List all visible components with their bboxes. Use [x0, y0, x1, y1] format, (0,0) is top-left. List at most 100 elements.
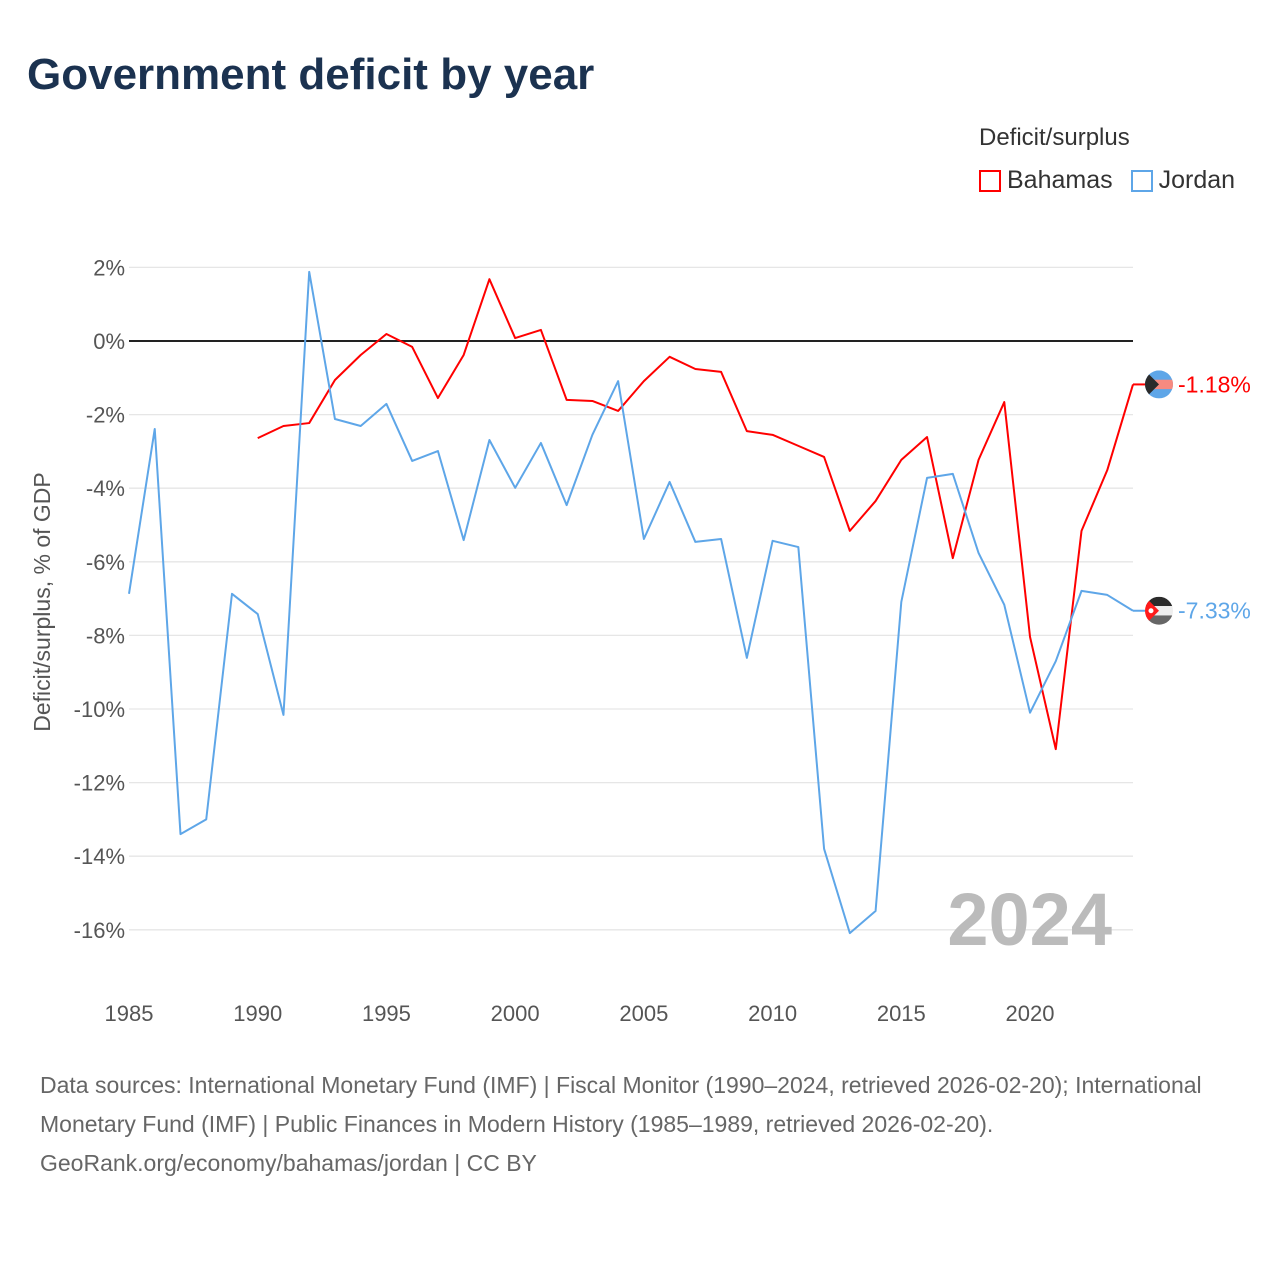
data-point[interactable] — [1079, 588, 1085, 594]
data-point[interactable] — [692, 539, 698, 545]
data-point[interactable] — [847, 528, 853, 534]
flag-jordan-icon — [1145, 596, 1173, 625]
data-point[interactable] — [358, 423, 364, 429]
data-point[interactable] — [950, 471, 956, 477]
data-point[interactable] — [898, 457, 904, 463]
series-line-jordan — [128, 270, 1134, 935]
data-point[interactable] — [1053, 658, 1059, 664]
data-point[interactable] — [409, 344, 415, 350]
data-point[interactable] — [718, 536, 724, 542]
data-point[interactable] — [1104, 467, 1110, 473]
x-tick-label: 1995 — [362, 1001, 411, 1026]
data-point[interactable] — [1079, 528, 1085, 534]
data-point[interactable] — [538, 440, 544, 446]
data-point[interactable] — [152, 426, 158, 432]
data-point[interactable] — [126, 591, 132, 597]
data-point[interactable] — [718, 369, 724, 375]
flag-body — [1145, 596, 1173, 625]
data-point[interactable] — [512, 485, 518, 491]
flag-star — [1148, 608, 1154, 614]
data-point[interactable] — [203, 816, 209, 822]
legend-item-jordan[interactable]: Jordan — [1130, 166, 1236, 195]
y-tick-label: -6% — [86, 550, 125, 575]
data-point[interactable] — [280, 712, 286, 718]
data-point[interactable] — [409, 458, 415, 464]
data-point[interactable] — [615, 378, 621, 384]
data-point[interactable] — [873, 908, 879, 914]
data-point[interactable] — [486, 276, 492, 282]
data-point[interactable] — [795, 443, 801, 449]
x-tick-label: 2005 — [619, 1001, 668, 1026]
y-tick-label: -4% — [86, 476, 125, 501]
chart-title: Government deficit by year — [27, 50, 595, 99]
data-point[interactable] — [461, 352, 467, 358]
data-point[interactable] — [821, 454, 827, 460]
data-point[interactable] — [847, 930, 853, 936]
data-point[interactable] — [383, 401, 389, 407]
data-point[interactable] — [280, 423, 286, 429]
data-point[interactable] — [358, 352, 364, 358]
data-point[interactable] — [976, 457, 982, 463]
data-point[interactable] — [1027, 710, 1033, 716]
data-point[interactable] — [770, 432, 776, 438]
data-point[interactable] — [744, 655, 750, 661]
data-point[interactable] — [795, 544, 801, 550]
data-point[interactable] — [950, 555, 956, 561]
flag-body — [1145, 370, 1173, 399]
data-point[interactable] — [486, 437, 492, 443]
data-point[interactable] — [589, 398, 595, 404]
data-point[interactable] — [615, 408, 621, 414]
data-point[interactable] — [564, 397, 570, 403]
data-point[interactable] — [538, 327, 544, 333]
data-point[interactable] — [770, 538, 776, 544]
data-point[interactable] — [873, 498, 879, 504]
data-point[interactable] — [667, 354, 673, 360]
data-point[interactable] — [589, 432, 595, 438]
data-point[interactable] — [177, 831, 183, 837]
y-tick-label: -16% — [74, 918, 125, 943]
flag-triangle — [1145, 370, 1159, 399]
y-tick-label: 2% — [93, 255, 125, 280]
y-tick-label: -8% — [86, 623, 125, 648]
data-point[interactable] — [1027, 634, 1033, 640]
x-tick-label: 2000 — [491, 1001, 540, 1026]
data-point[interactable] — [512, 335, 518, 341]
data-point[interactable] — [255, 611, 261, 617]
x-tick-label: 2020 — [1006, 1001, 1055, 1026]
data-point[interactable] — [641, 378, 647, 384]
data-point[interactable] — [255, 435, 261, 441]
data-point[interactable] — [1053, 746, 1059, 752]
x-tick-label: 2010 — [748, 1001, 797, 1026]
data-point[interactable] — [641, 536, 647, 542]
legend-label-jordan: Jordan — [1158, 166, 1236, 194]
data-point[interactable] — [667, 479, 673, 485]
legend-swatch-jordan — [1130, 169, 1153, 192]
data-point[interactable] — [898, 599, 904, 605]
data-point[interactable] — [744, 428, 750, 434]
data-point[interactable] — [332, 416, 338, 422]
flag-stripe — [1145, 596, 1173, 607]
year-watermark: 2024 — [947, 878, 1112, 961]
data-point[interactable] — [461, 537, 467, 543]
data-point[interactable] — [564, 502, 570, 508]
data-point[interactable] — [976, 550, 982, 556]
data-point[interactable] — [229, 591, 235, 597]
data-point[interactable] — [1104, 592, 1110, 598]
data-point[interactable] — [306, 269, 312, 275]
credit-link[interactable]: GeoRank.org/economy/bahamas/jordan | CC … — [40, 1150, 537, 1176]
data-point[interactable] — [435, 448, 441, 454]
legend: Bahamas Jordan — [979, 166, 1235, 195]
data-point[interactable] — [332, 377, 338, 383]
legend-item-bahamas[interactable]: Bahamas — [979, 166, 1113, 195]
data-point[interactable] — [924, 475, 930, 481]
data-point[interactable] — [383, 331, 389, 337]
end-label-jordan: -7.33% — [1178, 598, 1251, 624]
data-point[interactable] — [924, 434, 930, 440]
data-point[interactable] — [1001, 602, 1007, 608]
data-point[interactable] — [306, 420, 312, 426]
data-point[interactable] — [821, 846, 827, 852]
data-point[interactable] — [1001, 399, 1007, 405]
data-point[interactable] — [435, 395, 441, 401]
data-point[interactable] — [692, 366, 698, 372]
